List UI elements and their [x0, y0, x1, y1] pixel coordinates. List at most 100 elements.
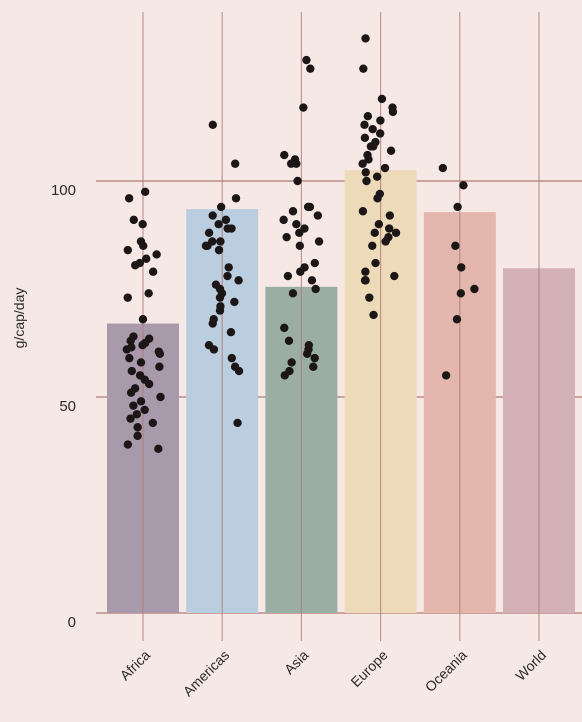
point-asia-23	[307, 276, 317, 285]
point-asia-32	[287, 358, 296, 367]
point-americas-13	[214, 245, 224, 255]
point-asia-18	[295, 241, 305, 250]
x-tick-label-africa: Africa	[116, 647, 153, 684]
point-africa-11	[148, 267, 158, 276]
point-americas-1	[231, 194, 241, 203]
point-asia-35	[280, 371, 289, 380]
point-americas-16	[234, 276, 243, 285]
y-tick-labels: 0 50 100	[51, 182, 76, 631]
point-europe-4	[388, 107, 398, 117]
point-americas-33	[230, 159, 240, 168]
point-asia-22	[283, 271, 293, 281]
point-africa-0	[138, 220, 147, 229]
point-asia-7	[293, 176, 302, 186]
point-europe-19	[361, 168, 370, 177]
point-europe-8	[368, 124, 377, 134]
point-africa-6	[123, 245, 133, 255]
point-americas-2	[216, 202, 226, 212]
point-europe-24	[358, 207, 368, 216]
point-asia-16	[282, 232, 291, 242]
point-asia-1	[302, 55, 311, 65]
point-europe-33	[371, 258, 380, 268]
point-europe-25	[385, 211, 395, 220]
point-africa-2	[124, 194, 134, 203]
point-americas-23	[215, 306, 225, 315]
point-africa-23	[155, 349, 165, 358]
point-americas-29	[227, 353, 236, 363]
point-asia-13	[292, 220, 301, 229]
point-asia-10	[288, 207, 298, 216]
point-asia-21	[296, 267, 305, 276]
point-americas-7	[223, 224, 232, 233]
point-europe-35	[390, 271, 399, 281]
point-europe-23	[373, 194, 382, 203]
point-europe-31	[381, 237, 390, 246]
point-europe-38	[365, 293, 374, 302]
point-europe-21	[362, 176, 371, 186]
point-asia-9	[305, 202, 315, 212]
point-europe-18	[380, 163, 390, 173]
x-tick-label-oceania: Oceania	[422, 647, 470, 695]
point-asia-15	[295, 228, 304, 238]
point-europe-6	[376, 116, 385, 125]
point-africa-24	[125, 353, 134, 363]
point-africa-14	[138, 315, 148, 324]
point-africa-32	[126, 388, 136, 397]
point-africa-17	[126, 336, 135, 346]
point-europe-7	[360, 120, 369, 130]
point-asia-17	[314, 237, 324, 246]
x-tick-label-world: World	[512, 647, 549, 684]
point-africa-39	[148, 418, 158, 428]
point-americas-32	[233, 418, 242, 428]
point-oceania-6	[456, 289, 466, 298]
point-africa-21	[122, 345, 132, 354]
point-africa-12	[144, 289, 153, 298]
x-tick-labels: Africa Americas Asia Europe Oceania World	[116, 647, 549, 700]
x-tick-label-asia: Asia	[281, 647, 312, 678]
point-africa-33	[156, 392, 165, 402]
y-axis-label: g/cap/day	[11, 288, 27, 349]
x-tick-label-europe: Europe	[347, 647, 390, 690]
point-americas-12	[201, 241, 211, 250]
point-asia-0	[306, 64, 315, 73]
point-europe-9	[375, 129, 385, 138]
point-africa-25	[136, 358, 146, 367]
point-oceania-0	[438, 163, 448, 173]
point-oceania-3	[451, 241, 460, 250]
point-europe-10	[360, 133, 370, 142]
point-africa-5	[139, 241, 148, 250]
point-americas-20	[215, 293, 225, 302]
point-asia-12	[279, 215, 288, 225]
point-africa-40	[133, 423, 142, 432]
point-europe-37	[360, 276, 370, 285]
point-africa-41	[133, 431, 142, 441]
point-europe-27	[384, 224, 394, 233]
point-africa-36	[140, 405, 149, 415]
point-europe-39	[369, 310, 378, 320]
point-asia-25	[288, 289, 298, 298]
point-africa-7	[152, 250, 161, 259]
point-asia-19	[310, 258, 320, 268]
point-asia-31	[310, 353, 319, 363]
point-africa-27	[127, 366, 137, 376]
point-europe-16	[364, 155, 373, 164]
point-americas-5	[214, 220, 223, 229]
point-africa-10	[131, 261, 140, 270]
point-africa-35	[129, 401, 138, 410]
point-africa-38	[126, 414, 135, 423]
bars	[107, 170, 575, 613]
point-europe-32	[368, 241, 377, 250]
point-europe-28	[370, 228, 379, 238]
point-africa-8	[142, 254, 151, 263]
point-asia-11	[313, 211, 323, 220]
point-oceania-5	[470, 284, 479, 294]
point-africa-43	[154, 444, 163, 454]
point-europe-0	[361, 34, 370, 43]
point-africa-34	[136, 397, 146, 406]
point-americas-10	[216, 237, 225, 246]
point-americas-28	[209, 345, 219, 354]
point-oceania-1	[459, 181, 468, 190]
point-oceania-7	[452, 315, 462, 324]
point-europe-34	[361, 267, 370, 276]
